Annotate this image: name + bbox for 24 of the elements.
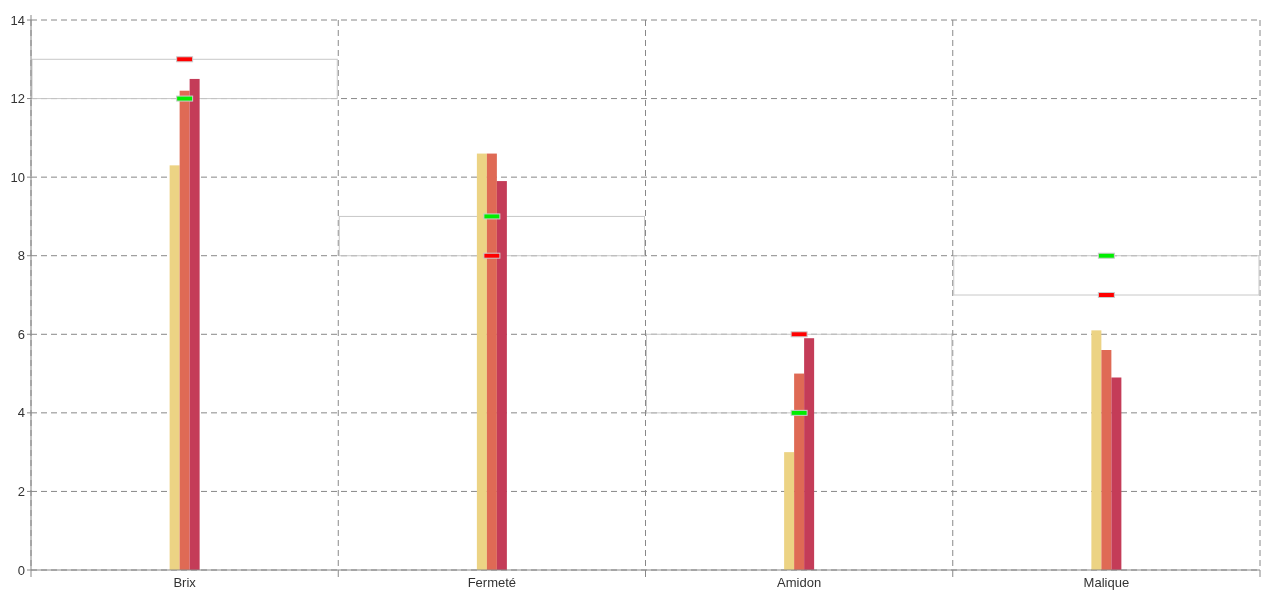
x-tick-label: Fermeté	[467, 575, 517, 590]
y-tick-label: 14	[10, 12, 25, 28]
bar	[1101, 350, 1112, 570]
bar	[476, 153, 487, 570]
bar	[179, 90, 190, 570]
x-tick-label: Malique	[1083, 575, 1130, 590]
y-tick-label: 4	[17, 405, 25, 421]
bar	[1091, 330, 1102, 570]
y-tick-label: 6	[17, 326, 25, 342]
x-tick-label: Amidon	[777, 575, 822, 590]
y-tick-label: 10	[10, 169, 25, 185]
x-tick-label: Brix	[173, 575, 197, 590]
y-tick-label: 8	[17, 248, 25, 264]
bar	[784, 452, 795, 570]
bar	[169, 165, 180, 570]
bar	[486, 153, 497, 570]
bar	[496, 181, 507, 570]
y-tick-label: 2	[17, 483, 25, 499]
bar	[189, 78, 200, 570]
y-tick-label: 0	[17, 562, 25, 578]
bar	[804, 338, 815, 570]
bar	[794, 373, 805, 570]
y-tick-label: 12	[10, 91, 25, 107]
bar	[1111, 377, 1122, 570]
